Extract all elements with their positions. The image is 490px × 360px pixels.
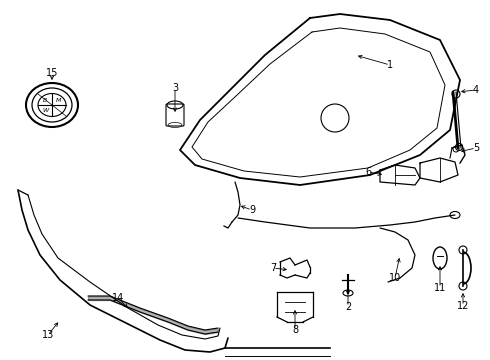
Text: 15: 15 <box>46 68 58 78</box>
Text: W: W <box>42 108 48 113</box>
Text: 8: 8 <box>292 325 298 335</box>
Text: 2: 2 <box>345 302 351 312</box>
Text: 7: 7 <box>270 263 276 273</box>
Text: 14: 14 <box>112 293 124 303</box>
Text: 9: 9 <box>249 205 255 215</box>
Text: 12: 12 <box>457 301 469 311</box>
Text: 5: 5 <box>473 143 479 153</box>
Text: 1: 1 <box>387 60 393 70</box>
Text: M: M <box>56 98 62 103</box>
Text: 13: 13 <box>42 330 54 340</box>
Text: 4: 4 <box>473 85 479 95</box>
Text: 10: 10 <box>389 273 401 283</box>
Text: 11: 11 <box>434 283 446 293</box>
Text: B: B <box>43 98 47 103</box>
Text: 3: 3 <box>172 83 178 93</box>
Text: 6: 6 <box>365 167 371 177</box>
